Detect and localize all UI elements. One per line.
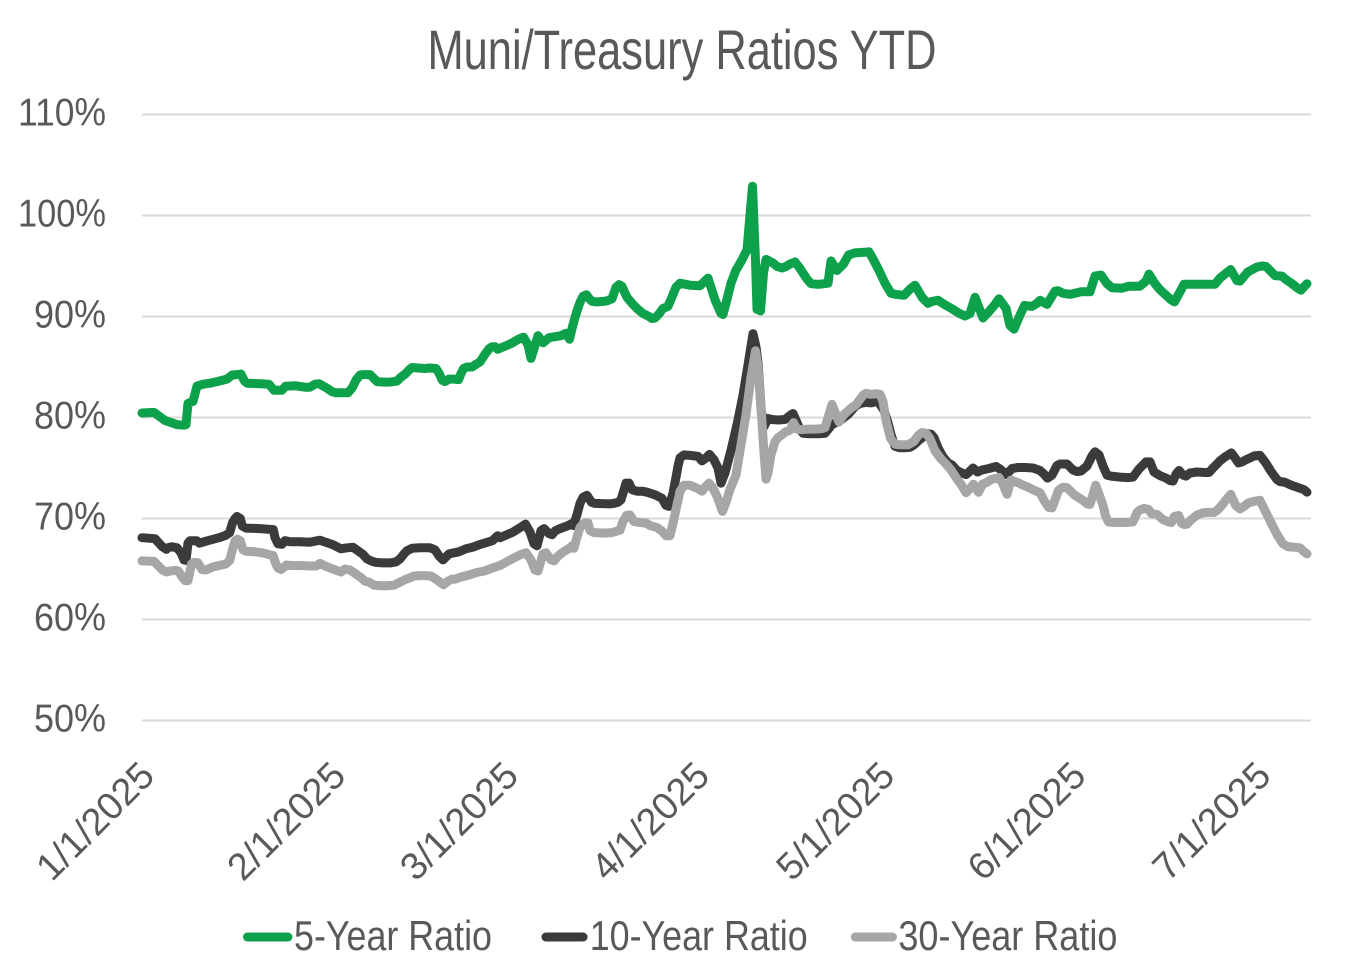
svg-text:5-Year Ratio: 5-Year Ratio bbox=[294, 912, 492, 959]
svg-text:60%: 60% bbox=[34, 597, 106, 640]
svg-text:80%: 80% bbox=[34, 395, 106, 438]
svg-text:50%: 50% bbox=[34, 698, 106, 741]
svg-text:110%: 110% bbox=[18, 92, 106, 135]
svg-text:30-Year Ratio: 30-Year Ratio bbox=[898, 912, 1117, 959]
svg-text:10-Year Ratio: 10-Year Ratio bbox=[590, 912, 808, 959]
svg-text:100%: 100% bbox=[18, 193, 106, 236]
svg-text:90%: 90% bbox=[34, 294, 106, 337]
svg-text:Muni/Treasury Ratios YTD: Muni/Treasury Ratios YTD bbox=[428, 18, 937, 81]
svg-text:70%: 70% bbox=[34, 496, 106, 539]
